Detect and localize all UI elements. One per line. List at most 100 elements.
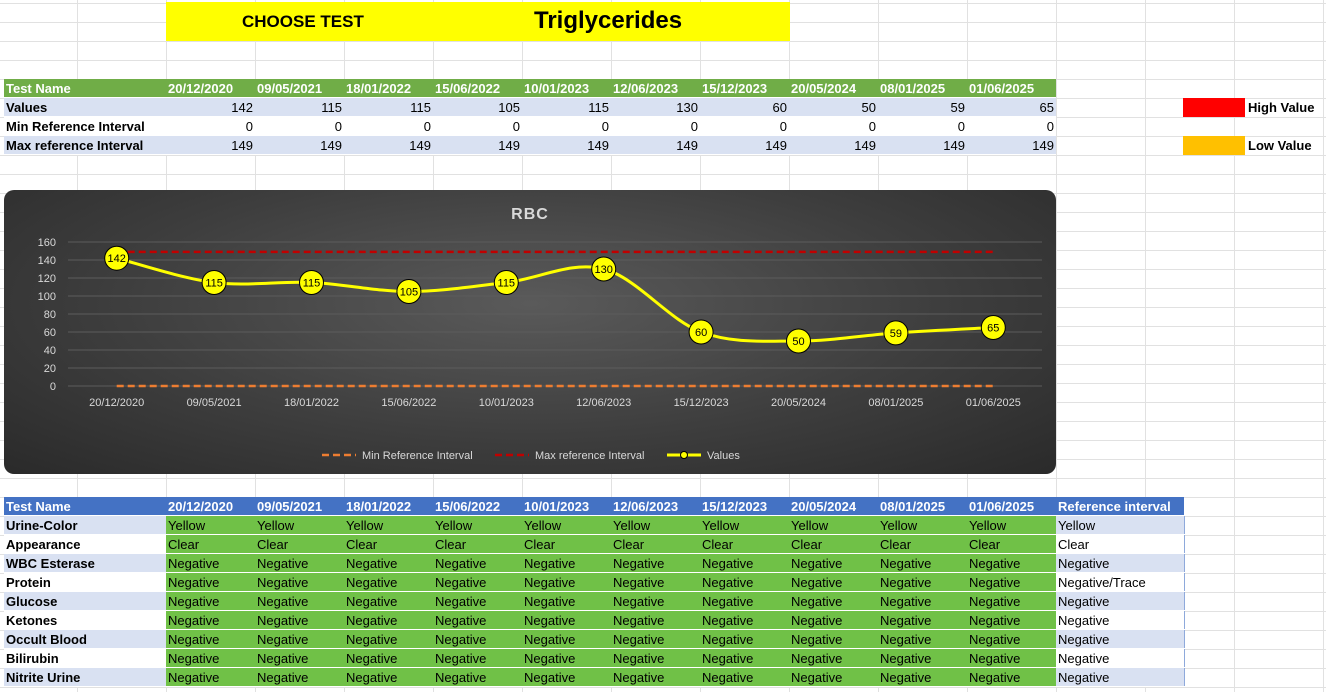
header-date[interactable]: 20/12/2020 xyxy=(166,497,255,516)
value-cell[interactable]: 142 xyxy=(166,97,255,117)
result-cell[interactable]: Negative xyxy=(700,610,789,630)
value-cell[interactable]: 59 xyxy=(878,97,967,117)
header-date[interactable]: 20/12/2020 xyxy=(166,79,255,98)
value-cell[interactable]: 0 xyxy=(789,116,878,136)
value-cell[interactable]: 0 xyxy=(967,116,1056,136)
header-date[interactable]: 15/12/2023 xyxy=(700,79,789,98)
row-label[interactable]: Occult Blood xyxy=(4,629,166,649)
result-cell[interactable]: Negative xyxy=(522,648,611,668)
result-cell[interactable]: Negative xyxy=(611,667,700,687)
result-cell[interactable]: Negative xyxy=(611,591,700,611)
reference-cell[interactable]: Negative xyxy=(1056,648,1185,668)
result-cell[interactable]: Yellow xyxy=(344,515,433,535)
result-cell[interactable]: Negative xyxy=(433,591,522,611)
header-date[interactable]: 08/01/2025 xyxy=(878,79,967,98)
result-cell[interactable]: Negative xyxy=(433,572,522,592)
header-date[interactable]: 10/01/2023 xyxy=(522,79,611,98)
value-cell[interactable]: 0 xyxy=(700,116,789,136)
result-cell[interactable]: Negative xyxy=(878,610,967,630)
row-label[interactable]: Appearance xyxy=(4,534,166,554)
value-cell[interactable]: 149 xyxy=(611,135,700,155)
result-cell[interactable]: Negative xyxy=(878,629,967,649)
result-cell[interactable]: Negative xyxy=(967,610,1056,630)
row-label[interactable]: Protein xyxy=(4,572,166,592)
value-cell[interactable]: 149 xyxy=(700,135,789,155)
header-date[interactable]: 12/06/2023 xyxy=(611,497,700,516)
result-cell[interactable]: Negative xyxy=(611,572,700,592)
result-cell[interactable]: Negative xyxy=(611,553,700,573)
result-cell[interactable]: Negative xyxy=(255,667,344,687)
reference-cell[interactable]: Clear xyxy=(1056,534,1185,554)
header-date[interactable]: 18/01/2022 xyxy=(344,497,433,516)
result-cell[interactable]: Negative xyxy=(166,648,255,668)
result-cell[interactable]: Clear xyxy=(522,534,611,554)
result-cell[interactable]: Negative xyxy=(700,629,789,649)
result-cell[interactable]: Negative xyxy=(433,629,522,649)
value-cell[interactable]: 149 xyxy=(789,135,878,155)
result-cell[interactable]: Negative xyxy=(789,572,878,592)
result-cell[interactable]: Negative xyxy=(344,629,433,649)
result-cell[interactable]: Negative xyxy=(967,648,1056,668)
reference-cell[interactable]: Negative xyxy=(1056,591,1185,611)
result-cell[interactable]: Negative xyxy=(700,667,789,687)
result-cell[interactable]: Negative xyxy=(166,667,255,687)
reference-cell[interactable]: Negative xyxy=(1056,667,1185,687)
value-cell[interactable]: 105 xyxy=(433,97,522,117)
value-cell[interactable]: 115 xyxy=(522,97,611,117)
header-date[interactable]: 01/06/2025 xyxy=(967,497,1056,516)
row-label[interactable]: Ketones xyxy=(4,610,166,630)
header-date[interactable]: 20/05/2024 xyxy=(789,79,878,98)
result-cell[interactable]: Negative xyxy=(255,591,344,611)
result-cell[interactable]: Negative xyxy=(789,591,878,611)
result-cell[interactable]: Negative xyxy=(789,648,878,668)
result-cell[interactable]: Clear xyxy=(967,534,1056,554)
value-cell[interactable]: 149 xyxy=(255,135,344,155)
result-cell[interactable]: Negative xyxy=(700,648,789,668)
result-cell[interactable]: Negative xyxy=(344,648,433,668)
header-date[interactable]: 08/01/2025 xyxy=(878,497,967,516)
row-label[interactable]: Max reference Interval xyxy=(4,135,166,155)
row-label[interactable]: Glucose xyxy=(4,591,166,611)
result-cell[interactable]: Yellow xyxy=(789,515,878,535)
value-cell[interactable]: 149 xyxy=(878,135,967,155)
result-cell[interactable]: Yellow xyxy=(166,515,255,535)
result-cell[interactable]: Negative xyxy=(255,553,344,573)
header-date[interactable]: 09/05/2021 xyxy=(255,79,344,98)
result-cell[interactable]: Negative xyxy=(255,629,344,649)
result-cell[interactable]: Clear xyxy=(433,534,522,554)
value-cell[interactable]: 0 xyxy=(255,116,344,136)
test-dropdown-cell[interactable]: Triglycerides xyxy=(534,7,683,34)
result-cell[interactable]: Negative xyxy=(789,610,878,630)
result-cell[interactable]: Negative xyxy=(611,610,700,630)
row-label[interactable]: Bilirubin xyxy=(4,648,166,668)
rbc-chart[interactable]: RBC 0 20 40 60 80 100 120 140 160 20/12/2020 09/05/… xyxy=(4,190,1056,474)
value-cell[interactable]: 0 xyxy=(611,116,700,136)
reference-cell[interactable]: Negative xyxy=(1056,553,1185,573)
value-cell[interactable]: 65 xyxy=(967,97,1056,117)
result-cell[interactable]: Negative xyxy=(700,572,789,592)
result-cell[interactable]: Negative xyxy=(878,667,967,687)
result-cell[interactable]: Clear xyxy=(611,534,700,554)
row-label[interactable]: Values xyxy=(4,97,166,117)
result-cell[interactable]: Negative xyxy=(522,667,611,687)
result-cell[interactable]: Negative xyxy=(166,629,255,649)
header-date[interactable]: 18/01/2022 xyxy=(344,79,433,98)
value-cell[interactable]: 50 xyxy=(789,97,878,117)
result-cell[interactable]: Negative xyxy=(255,572,344,592)
result-cell[interactable]: Negative xyxy=(789,629,878,649)
result-cell[interactable]: Negative xyxy=(344,667,433,687)
value-cell[interactable]: 0 xyxy=(522,116,611,136)
result-cell[interactable]: Yellow xyxy=(522,515,611,535)
result-cell[interactable]: Clear xyxy=(255,534,344,554)
result-cell[interactable]: Yellow xyxy=(700,515,789,535)
header-date[interactable]: 15/06/2022 xyxy=(433,497,522,516)
reference-cell[interactable]: Yellow xyxy=(1056,515,1185,535)
value-cell[interactable]: 0 xyxy=(433,116,522,136)
row-label[interactable]: WBC Esterase xyxy=(4,553,166,573)
value-cell[interactable]: 130 xyxy=(611,97,700,117)
result-cell[interactable]: Negative xyxy=(433,667,522,687)
result-cell[interactable]: Negative xyxy=(166,572,255,592)
header-date[interactable]: 15/12/2023 xyxy=(700,497,789,516)
value-cell[interactable]: 0 xyxy=(878,116,967,136)
result-cell[interactable]: Clear xyxy=(166,534,255,554)
